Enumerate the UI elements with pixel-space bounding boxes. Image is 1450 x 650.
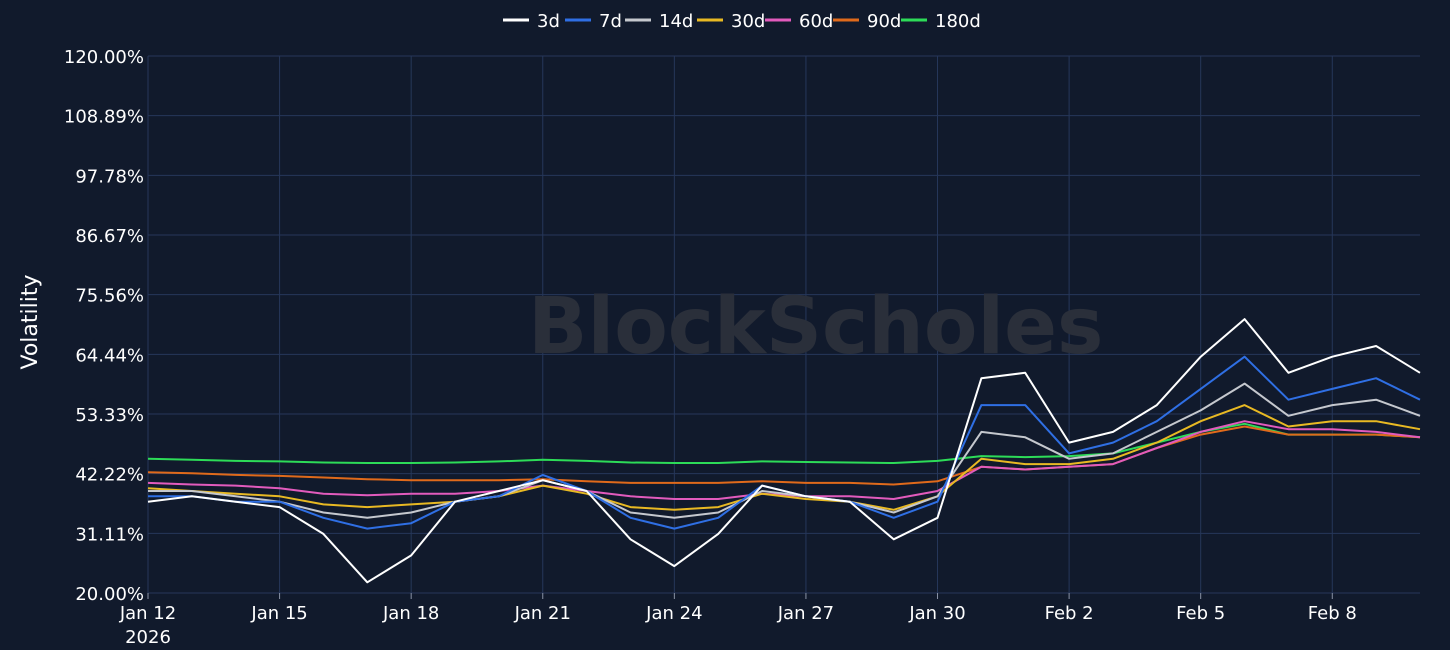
- series-line-90d: [147, 425, 1421, 486]
- legend-item-3d[interactable]: 3d: [503, 11, 560, 32]
- series-line-60d: [147, 420, 1421, 500]
- x-tick-label: Jan 18: [382, 603, 439, 624]
- series-line-7d: [148, 355, 1421, 530]
- legend-item-60d[interactable]: 60d: [765, 11, 833, 32]
- y-tick-label: 86.67%: [75, 226, 144, 247]
- x-tick-label: Jan 12: [119, 603, 176, 624]
- x-tick-label: Feb 5: [1176, 603, 1225, 624]
- legend-item-180d[interactable]: 180d: [901, 11, 981, 32]
- series-lines: [147, 318, 1421, 584]
- legend[interactable]: 3d 7d 14d 30d 60d 90d 180d: [503, 11, 981, 32]
- x-axis: Jan 12 Jan 15 Jan 18 Jan 21 Jan 24 Jan 27 Jan …: [119, 593, 1357, 648]
- legend-item-90d[interactable]: 90d: [833, 11, 901, 32]
- y-tick-label: 20.00%: [75, 584, 144, 605]
- legend-item-7d[interactable]: 7d: [565, 11, 622, 32]
- x-year-label: 2026: [125, 627, 171, 648]
- legend-label: 3d: [537, 11, 560, 32]
- watermark-logo: BlockScholes: [528, 282, 1103, 372]
- y-tick-label: 75.56%: [75, 286, 144, 307]
- x-tick-label: Jan 27: [777, 603, 834, 624]
- legend-item-14d[interactable]: 14d: [625, 11, 693, 32]
- y-tick-label: 42.22%: [75, 465, 144, 486]
- legend-label: 14d: [659, 11, 693, 32]
- y-axis-title: Volatility: [18, 274, 43, 369]
- x-tick-label: Feb 2: [1045, 603, 1094, 624]
- y-tick-label: 53.33%: [75, 405, 144, 426]
- x-tick-label: Jan 21: [514, 603, 571, 624]
- x-tick-label: Feb 8: [1308, 603, 1357, 624]
- legend-label: 7d: [599, 11, 622, 32]
- y-tick-label: 108.89%: [64, 107, 144, 128]
- legend-item-30d[interactable]: 30d: [697, 11, 765, 32]
- y-tick-label: 120.00%: [64, 47, 144, 68]
- x-tick-label: Jan 24: [645, 603, 702, 624]
- grid-lines: [147, 55, 1420, 594]
- legend-label: 180d: [935, 11, 981, 32]
- series-line-3d: [147, 318, 1421, 584]
- x-tick-label: Jan 15: [250, 603, 307, 624]
- legend-label: 30d: [731, 11, 765, 32]
- y-tick-label: 31.11%: [75, 524, 144, 545]
- series-line-14d: [148, 382, 1421, 519]
- legend-label: 60d: [799, 11, 833, 32]
- y-axis: 20.00% 31.11% 42.22% 53.33% 64.44% 75.56% 86.6…: [64, 47, 144, 605]
- y-tick-label: 97.78%: [75, 166, 144, 187]
- x-tick-label: Jan 30: [908, 603, 965, 624]
- series-line-30d: [147, 404, 1421, 511]
- legend-label: 90d: [867, 11, 901, 32]
- y-tick-label: 64.44%: [75, 345, 144, 366]
